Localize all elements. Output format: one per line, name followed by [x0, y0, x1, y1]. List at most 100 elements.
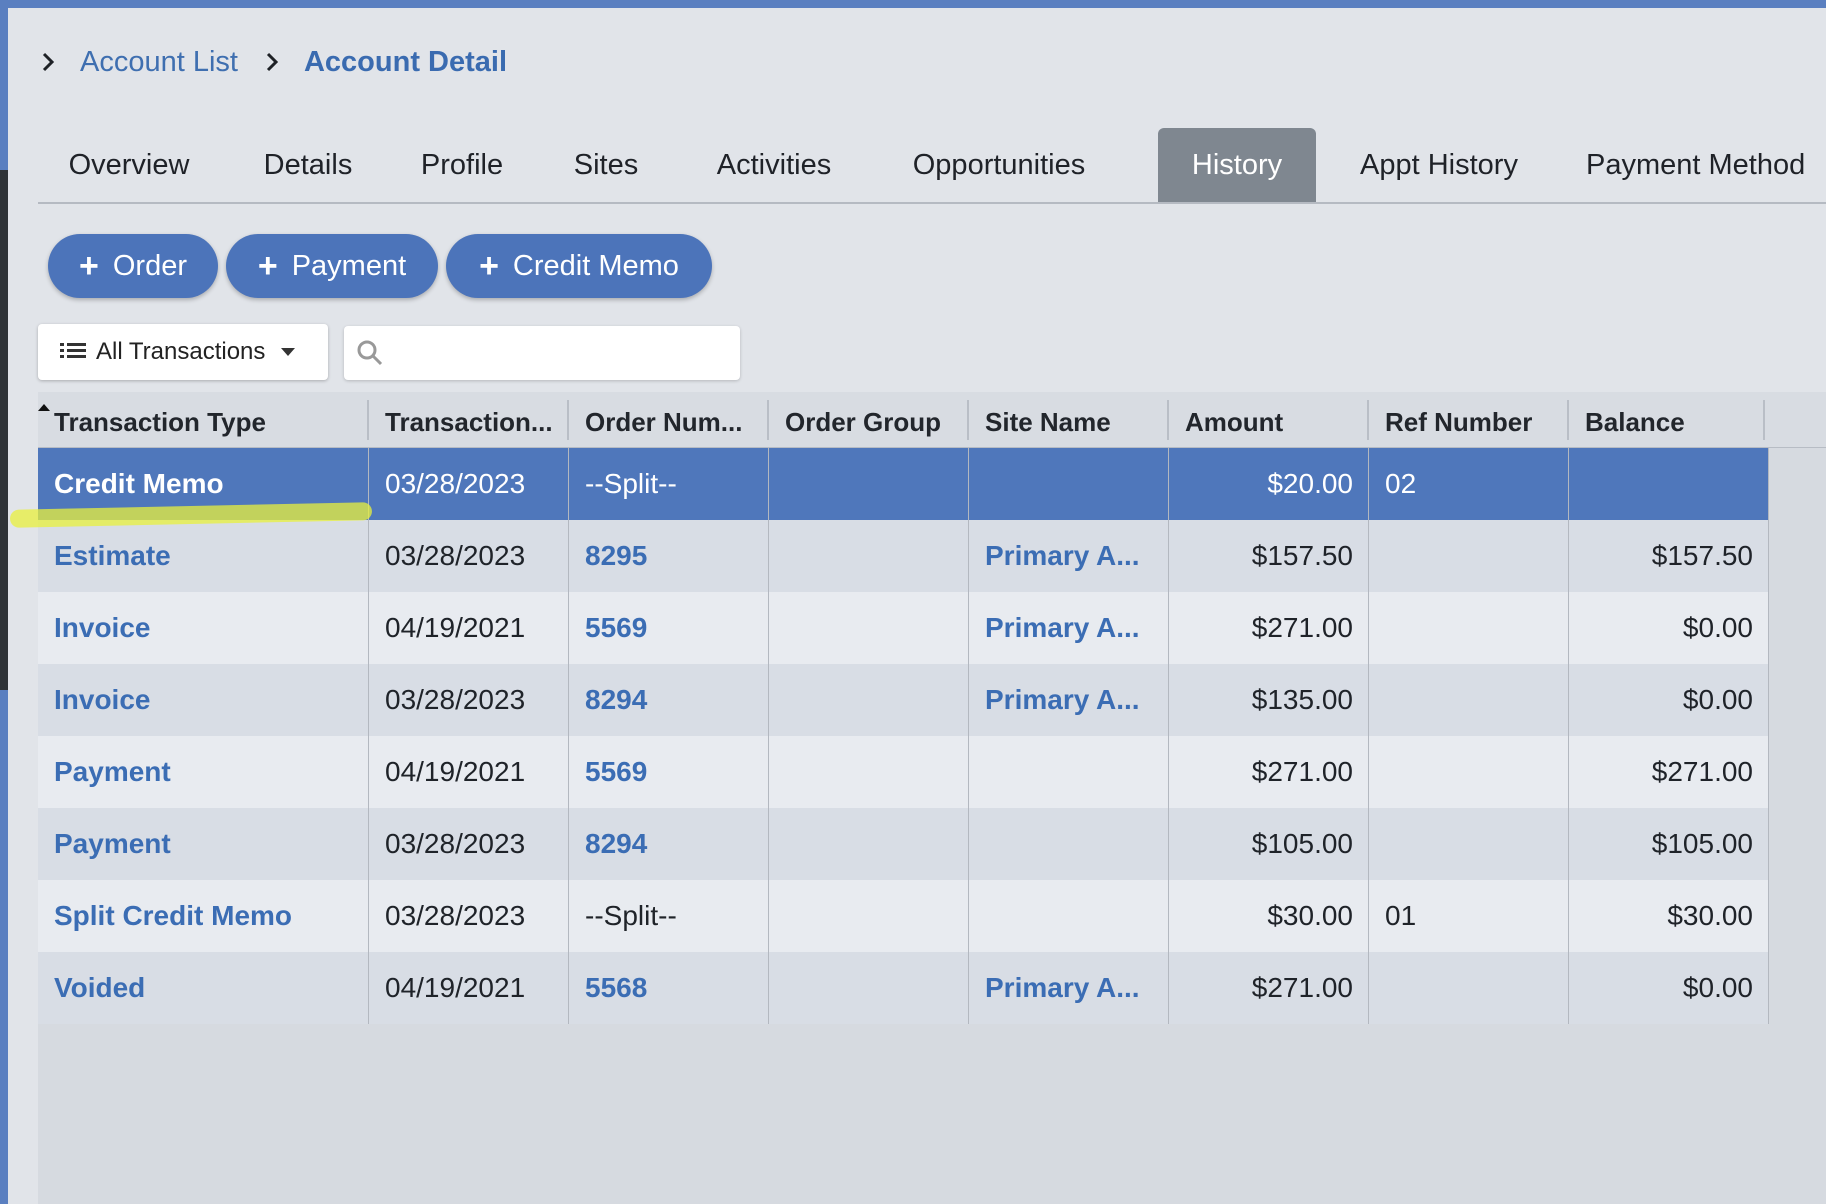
list-icon [60, 341, 86, 363]
tab-appt-history[interactable]: Appt History [1360, 149, 1518, 181]
tab-opportunities[interactable]: Opportunities [912, 149, 1086, 181]
column-header-order-number[interactable]: Order Num... [585, 407, 743, 437]
add-credit-memo-label: Credit Memo [512, 249, 679, 282]
cell-order-number[interactable]: 8294 [585, 828, 648, 859]
tab-payment-method[interactable]: Payment Method [1586, 149, 1806, 181]
cell-transaction-type[interactable]: Estimate [54, 540, 171, 571]
cell-ref-number [1369, 592, 1569, 664]
add-payment-button[interactable]: + Payment [226, 234, 438, 298]
column-resize-handle[interactable] [967, 400, 969, 440]
cell-transaction-date: 03/28/2023 [385, 828, 526, 859]
cell-site-name[interactable]: Primary A... [985, 684, 1140, 715]
add-credit-memo-button[interactable]: + Credit Memo [446, 234, 712, 298]
cell-amount: $30.00 [1267, 900, 1353, 931]
cell-ref-number: 02 [1385, 468, 1417, 499]
cell-transaction-type[interactable]: Voided [54, 972, 146, 1003]
column-header-site-name[interactable]: Site Name [985, 407, 1111, 437]
cell-transaction-type[interactable]: Split Credit Memo [54, 900, 293, 931]
cell-transaction-date: 04/19/2021 [385, 756, 526, 787]
column-resize-handle[interactable] [1367, 400, 1369, 440]
sort-ascending-icon [38, 404, 50, 411]
tab-details[interactable]: Details [263, 149, 353, 181]
tab-sites[interactable]: Sites [573, 149, 639, 181]
cell-transaction-type[interactable]: Payment [54, 756, 171, 787]
cell-order-number[interactable]: 5569 [585, 612, 648, 643]
tab-profile[interactable]: Profile [420, 149, 504, 181]
column-header-amount[interactable]: Amount [1185, 407, 1284, 437]
cell-balance: $30.00 [1667, 900, 1753, 931]
column-header-ref-number[interactable]: Ref Number [1385, 407, 1533, 437]
cell-order-group [769, 520, 969, 592]
add-payment-label: Payment [291, 249, 407, 282]
column-resize-handle[interactable] [367, 400, 369, 440]
column-divider [1768, 448, 1769, 1024]
cell-site-name[interactable]: Primary A... [985, 972, 1140, 1003]
tab-activities[interactable]: Activities [716, 149, 832, 181]
table-row[interactable]: Invoice 04/19/2021 5569 Primary A... $27… [38, 592, 1769, 664]
table-row[interactable]: Payment 04/19/2021 5569 $271.00 $271.00 [38, 736, 1769, 808]
cell-balance: $105.00 [1651, 828, 1753, 859]
cell-transaction-date: 03/28/2023 [385, 684, 526, 715]
cell-site-name [969, 736, 1169, 808]
column-divider [768, 448, 769, 1024]
plus-icon: + [79, 247, 99, 285]
cell-amount: $20.00 [1267, 468, 1353, 499]
column-resize-handle[interactable] [767, 400, 769, 440]
cell-transaction-type[interactable]: Payment [54, 828, 171, 859]
cell-transaction-type[interactable]: Credit Memo [54, 468, 224, 499]
cell-amount: $135.00 [1251, 684, 1353, 715]
cell-order-number[interactable]: 8295 [585, 540, 648, 571]
search-input[interactable] [392, 333, 740, 373]
column-header-transaction-type[interactable]: Transaction Type [54, 407, 266, 437]
table-row[interactable]: Estimate 03/28/2023 8295 Primary A... $1… [38, 520, 1769, 592]
cell-site-name[interactable]: Primary A... [985, 612, 1140, 643]
column-resize-handle[interactable] [567, 400, 569, 440]
table-row[interactable]: Invoice 03/28/2023 8294 Primary A... $13… [38, 664, 1769, 736]
transaction-filter-dropdown[interactable]: All Transactions [38, 324, 328, 380]
chevron-right-icon [36, 50, 60, 74]
tab-bar: Overview Details Profile Sites Activitie… [38, 128, 1826, 204]
cell-order-group [769, 808, 969, 880]
column-divider [568, 448, 569, 1024]
column-resize-handle[interactable] [1167, 400, 1169, 440]
cell-order-number[interactable]: 5568 [585, 972, 648, 1003]
table-row[interactable]: Voided 04/19/2021 5568 Primary A... $271… [38, 952, 1769, 1024]
column-divider [368, 448, 369, 1024]
plus-icon: + [479, 247, 499, 285]
cell-ref-number [1369, 808, 1569, 880]
column-resize-handle[interactable] [1763, 400, 1765, 440]
tab-overview[interactable]: Overview [68, 149, 190, 181]
transaction-filter-value: All Transactions [96, 338, 266, 365]
cell-transaction-type[interactable]: Invoice [54, 612, 151, 643]
column-header-order-group[interactable]: Order Group [785, 407, 942, 437]
plus-icon: + [257, 247, 278, 285]
table-row[interactable]: Payment 03/28/2023 8294 $105.00 $105.00 [38, 808, 1769, 880]
column-header-balance[interactable]: Balance [1585, 407, 1685, 437]
search-box[interactable] [344, 326, 740, 380]
side-panel-edge [0, 170, 8, 690]
breadcrumb-account-list[interactable]: Account List [80, 45, 238, 78]
grid-header: Transaction Type Transaction... Order Nu… [38, 392, 1826, 448]
cell-amount: $271.00 [1251, 972, 1353, 1003]
cell-order-group [769, 880, 969, 952]
cell-transaction-date: 04/19/2021 [385, 972, 526, 1003]
cell-order-number[interactable]: 5569 [585, 756, 648, 787]
column-header-transaction-date[interactable]: Transaction... [385, 407, 553, 437]
column-resize-handle[interactable] [1567, 400, 1569, 440]
cell-balance: $0.00 [1682, 684, 1753, 715]
cell-transaction-type[interactable]: Invoice [54, 684, 151, 715]
cell-site-name[interactable]: Primary A... [985, 540, 1140, 571]
table-row[interactable]: Split Credit Memo 03/28/2023 --Split-- $… [38, 880, 1769, 952]
cell-order-number[interactable]: 8294 [585, 684, 648, 715]
cell-site-name [969, 448, 1169, 520]
cell-amount: $105.00 [1251, 828, 1353, 859]
add-order-button[interactable]: + Order [48, 234, 218, 298]
cell-ref-number: 01 [1385, 900, 1417, 931]
search-icon [356, 339, 384, 367]
tab-history[interactable]: History [1158, 128, 1316, 202]
cell-order-number: --Split-- [585, 900, 677, 931]
breadcrumb-account-detail: Account Detail [303, 45, 508, 78]
column-divider [1168, 448, 1169, 1024]
breadcrumb: Account List Account Detail [36, 40, 507, 84]
cell-balance: $0.00 [1682, 612, 1753, 643]
